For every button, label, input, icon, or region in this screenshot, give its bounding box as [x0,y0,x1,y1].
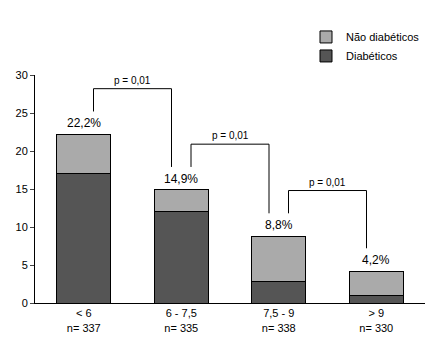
svg-text:p = 0,01: p = 0,01 [212,130,249,141]
svg-text:Não diabéticos: Não diabéticos [346,31,419,43]
svg-text:5: 5 [22,259,28,271]
svg-text:4,2%: 4,2% [362,253,390,267]
svg-text:< 6n= 337: < 6n= 337 [67,307,101,333]
svg-text:p = 0,01: p = 0,01 [114,75,151,86]
svg-text:7,5 - 9n= 338: 7,5 - 9n= 338 [262,307,296,333]
svg-text:14,9%: 14,9% [164,172,198,186]
svg-text:20: 20 [16,145,28,157]
svg-text:6 - 7,5n= 335: 6 - 7,5n= 335 [164,307,198,333]
svg-text:p = 0,01: p = 0,01 [309,177,346,188]
svg-text:> 9n= 330: > 9n= 330 [359,307,393,333]
svg-text:8,8%: 8,8% [265,218,293,232]
svg-text:15: 15 [16,183,28,195]
svg-text:Diabéticos: Diabéticos [346,50,398,62]
svg-text:22,2%: 22,2% [67,116,101,130]
svg-text:25: 25 [16,107,28,119]
svg-text:30: 30 [16,69,28,81]
svg-text:0: 0 [22,297,28,309]
svg-text:10: 10 [16,221,28,233]
